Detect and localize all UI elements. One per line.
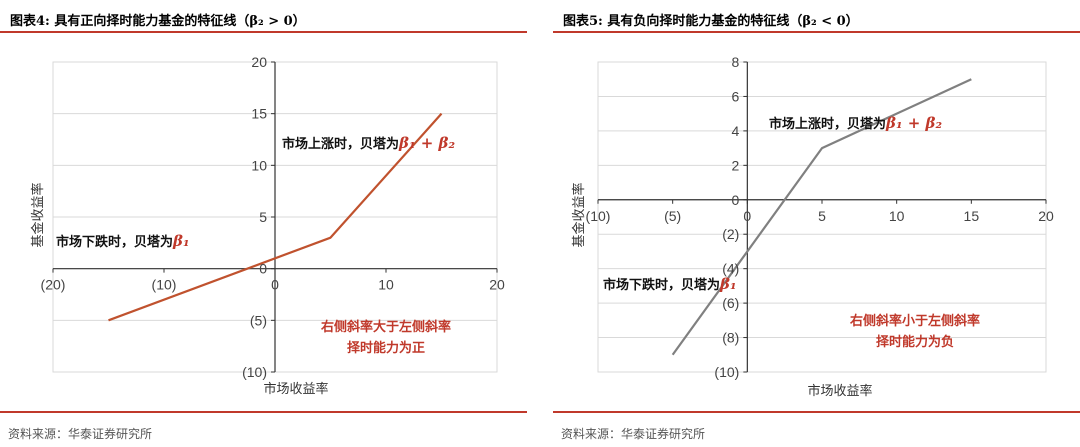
x-tick-label: (5) [664,208,681,224]
series-line [671,78,972,356]
chart-panel-negative: 图表5: 具有负向择时能力基金的特征线（β₂ < 0） (10) (8) (6) (4… [553,0,1080,447]
title-divider [553,31,1080,33]
source-note: 资料来源：华泰证券研究所 [8,427,153,441]
y-tick-label: 8 [732,54,740,70]
annotation-up: 市场上涨时，贝塔为β₁ + β₂ [769,114,943,132]
chart-title: 图表4: 具有正向择时能力基金的特征线（β₂ > 0） [10,14,306,29]
y-axis-label: 基金收益率 [571,182,587,247]
y-tick-label: 15 [251,106,267,122]
x-axis-label: 市场收益率 [263,381,328,397]
y-tick-label: (6) [722,295,739,311]
y-tick-label: 20 [251,54,267,70]
note-line-1: 右侧斜率大于左侧斜率 [320,319,451,335]
source-note: 资料来源：华泰证券研究所 [561,427,706,441]
x-tick-label: 10 [378,277,394,293]
x-axis-label: 市场收益率 [807,383,872,399]
x-tick-label: 5 [818,208,826,224]
y-tick-label: 2 [732,157,740,173]
y-tick-label: (8) [722,330,739,346]
bottom-divider [0,411,527,413]
x-tick-label: 0 [743,208,751,224]
series-line [108,112,443,322]
x-tick-label: (10) [586,208,611,224]
x-tick-label: 20 [489,277,505,293]
y-tick-label: (2) [722,226,739,242]
x-tick-label: (20) [41,277,66,293]
note-line-1: 右侧斜率小于左侧斜率 [849,313,980,329]
chart-title: 图表5: 具有负向择时能力基金的特征线（β₂ < 0） [563,14,859,29]
x-tick-label: 15 [964,208,980,224]
annotation-down: 市场下跌时，贝塔为β₁ [603,275,737,293]
note-line-2: 择时能力为负 [876,334,954,350]
annotation-down: 市场下跌时，贝塔为β₁ [56,232,190,250]
bottom-divider [553,411,1080,413]
y-tick-label: 0 [259,261,267,277]
chart-panel-positive: 图表4: 具有正向择时能力基金的特征线（β₂ > 0） (10) (5) 0 5 10 1… [0,0,527,447]
annotation-up: 市场上涨时，贝塔为β₁ + β₂ [282,134,456,152]
x-tick-label: 20 [1038,208,1054,224]
y-tick-label: 6 [732,88,740,104]
y-tick-label: (4) [722,261,739,277]
y-tick-label: 10 [251,157,267,173]
y-tick-label: 5 [259,209,267,225]
x-tick-label: (10) [152,277,177,293]
chart-svg-positive: (10) (5) 0 5 10 15 20 (20) (10) 0 10 20 基金收益率 市场收益率… [30,54,505,397]
y-axis-label: 基金收益率 [30,182,46,247]
x-tick-label: 10 [889,208,905,224]
y-tick-label: 4 [732,123,740,139]
note-line-2: 择时能力为正 [347,340,425,356]
y-tick-label: (5) [250,312,267,328]
y-tick-label: (10) [714,364,739,380]
y-tick-label: 0 [732,192,740,208]
title-divider [0,31,527,33]
x-tick-label: 0 [271,277,279,293]
y-tick-label: (10) [242,364,267,380]
